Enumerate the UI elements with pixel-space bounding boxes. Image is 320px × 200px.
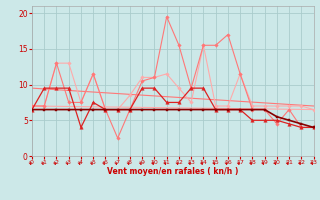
X-axis label: Vent moyen/en rafales ( kn/h ): Vent moyen/en rafales ( kn/h ) — [107, 167, 238, 176]
